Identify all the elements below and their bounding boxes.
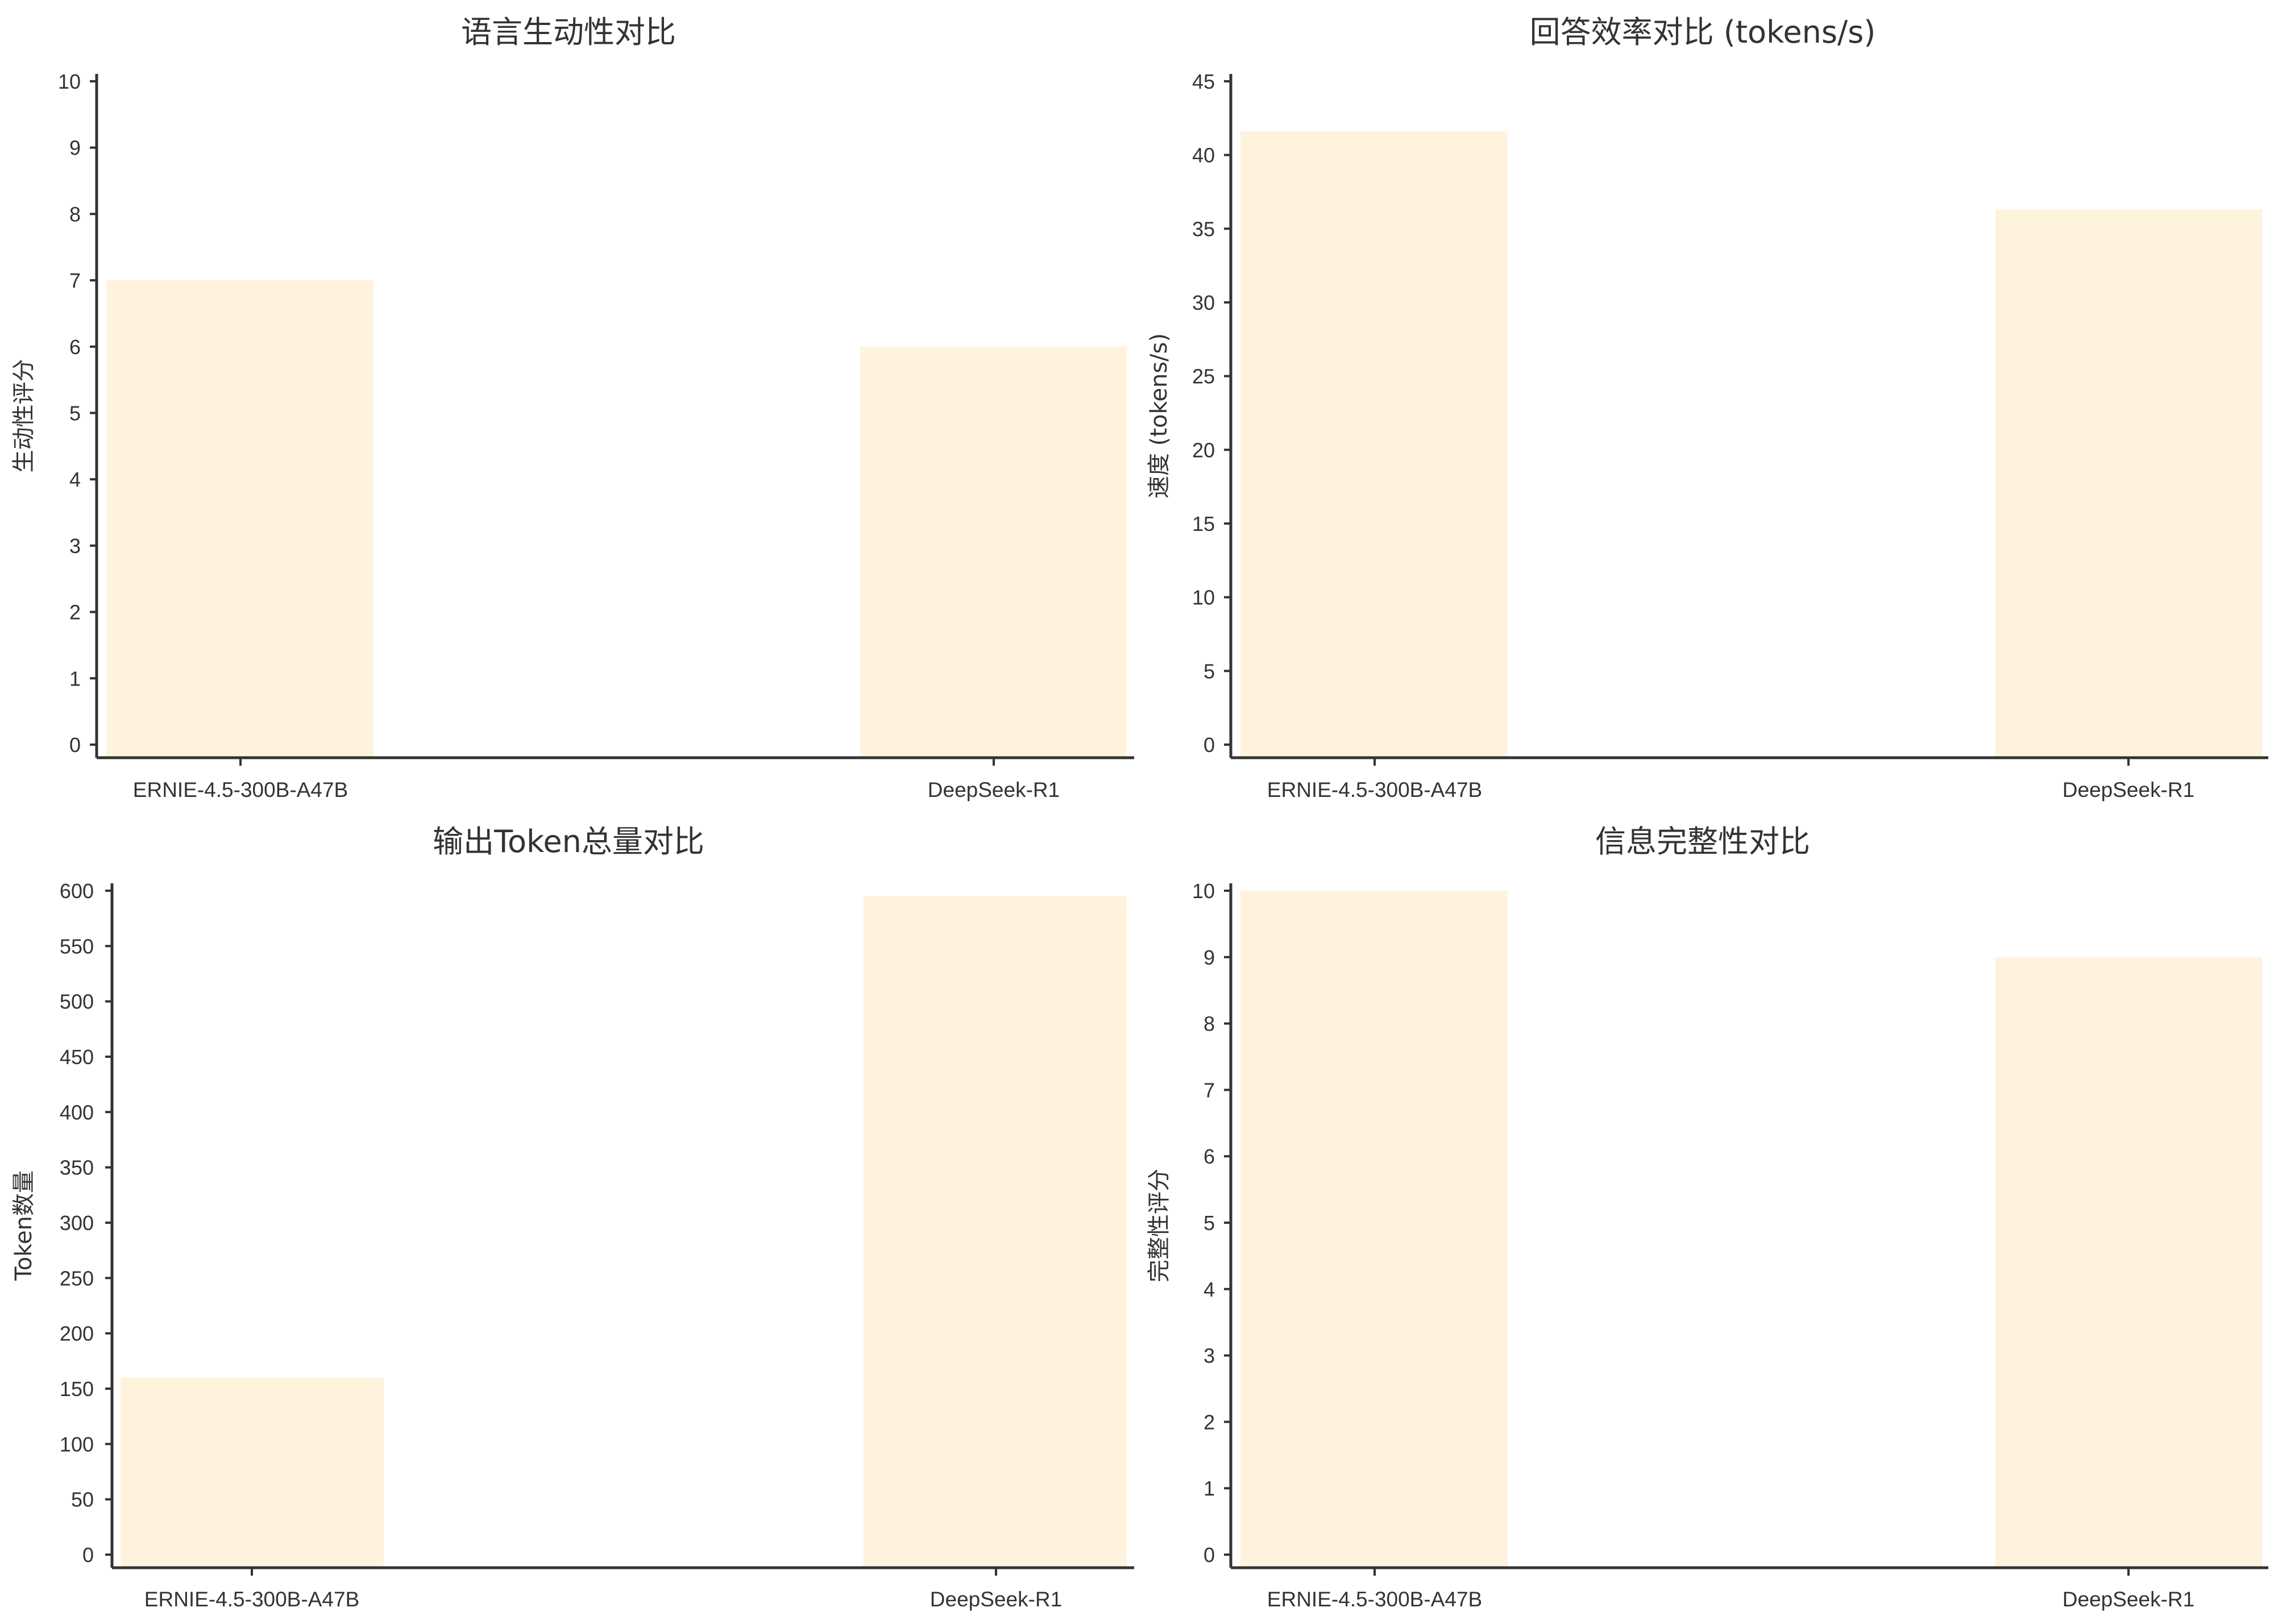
y-tick-label: 3: [1204, 1344, 1215, 1368]
y-tick-label: 5: [1204, 1211, 1215, 1235]
chart-panel-3: 输出Token总量对比 0 50 100 150 200 250 300 350 400 450 50…: [11, 824, 1134, 1611]
y-tick-label: 10: [1192, 586, 1215, 609]
y-tick-label: 35: [1192, 217, 1215, 240]
chart-title: 信息完整性对比: [1595, 824, 1810, 859]
y-tick-label: 8: [1204, 1012, 1215, 1036]
chart-panel-4: 信息完整性对比 0 1 2 3 4 5 6 7 8 9 10 ERNIE-4.5-300B-A47B De…: [1146, 824, 2268, 1611]
y-tick-label: 50: [71, 1488, 94, 1511]
chart-panel-1: 语言生动性对比 0 1 2 3 4 5 6 7 8 9 10 ERNIE-4.5-300B-A47B De…: [11, 14, 1134, 801]
y-tick-label: 40: [1192, 144, 1215, 167]
y-tick-label: 0: [1204, 733, 1215, 757]
y-tick-label: 3: [69, 534, 81, 558]
y-tick-label: 2: [1204, 1410, 1215, 1434]
y-tick-label: 1: [1204, 1477, 1215, 1500]
y-tick-label: 20: [1192, 438, 1215, 462]
y-tick-label: 100: [60, 1432, 94, 1456]
y-axis-label: 生动性评分: [11, 359, 37, 473]
y-tick-label: 600: [60, 879, 94, 903]
y-tick-label: 0: [69, 733, 81, 757]
x-tick-label: ERNIE-4.5-300B-A47B: [144, 1588, 359, 1611]
y-tick-label: 7: [1204, 1078, 1215, 1102]
bar-1: [121, 1377, 384, 1568]
y-axis-label: Token数量: [11, 1170, 37, 1281]
y-tick-label: 6: [1204, 1145, 1215, 1168]
bar-2: [864, 896, 1127, 1568]
bar-1: [1240, 891, 1508, 1568]
y-tick-label: 10: [58, 70, 81, 93]
chart-title: 输出Token总量对比: [433, 824, 704, 859]
x-tick-label: ERNIE-4.5-300B-A47B: [133, 778, 348, 801]
x-tick-label: DeepSeek-R1: [2063, 1588, 2194, 1611]
y-tick-label: 300: [60, 1211, 94, 1235]
y-tick-label: 250: [60, 1266, 94, 1290]
x-tick-label: ERNIE-4.5-300B-A47B: [1267, 778, 1482, 801]
x-tick-label: ERNIE-4.5-300B-A47B: [1267, 1588, 1482, 1611]
y-tick-label: 4: [1204, 1278, 1215, 1301]
x-tick-label: DeepSeek-R1: [930, 1588, 1062, 1611]
bar-1: [1240, 131, 1508, 758]
y-tick-label: 2: [69, 601, 81, 624]
y-tick-label: 9: [69, 136, 81, 160]
y-tick-label: 10: [1192, 879, 1215, 903]
bar-1: [106, 280, 374, 758]
y-tick-label: 0: [82, 1543, 94, 1567]
y-tick-label: 350: [60, 1156, 94, 1179]
x-tick-label: DeepSeek-R1: [2063, 778, 2194, 801]
bar-2: [860, 346, 1127, 758]
chart-panel-2: 回答效率对比 (tokens/s) 0 5 10 15 20 25 30 35 40 45 ERNIE…: [1146, 14, 2268, 801]
chart-title: 回答效率对比 (tokens/s): [1530, 14, 1876, 50]
y-tick-label: 15: [1192, 512, 1215, 535]
y-axis-label: 速度 (tokens/s): [1146, 333, 1172, 499]
y-tick-label: 550: [60, 934, 94, 958]
y-tick-label: 30: [1192, 291, 1215, 314]
bar-2: [1995, 957, 2262, 1568]
y-tick-label: 4: [69, 468, 81, 491]
y-tick-label: 1: [69, 667, 81, 690]
y-tick-label: 500: [60, 990, 94, 1014]
chart-title: 语言生动性对比: [461, 14, 676, 50]
y-tick-label: 8: [69, 202, 81, 226]
y-tick-label: 25: [1192, 365, 1215, 388]
y-tick-label: 400: [60, 1100, 94, 1124]
y-tick-label: 7: [69, 269, 81, 292]
y-tick-label: 6: [69, 335, 81, 359]
y-tick-label: 0: [1204, 1543, 1215, 1567]
bar-2: [1995, 209, 2262, 758]
y-tick-label: 5: [1204, 659, 1215, 683]
y-tick-label: 200: [60, 1322, 94, 1345]
y-axis-label: 完整性评分: [1146, 1169, 1172, 1282]
y-tick-label: 450: [60, 1045, 94, 1069]
y-tick-label: 5: [69, 402, 81, 425]
y-tick-label: 150: [60, 1377, 94, 1401]
y-tick-label: 9: [1204, 946, 1215, 969]
y-tick-label: 45: [1192, 70, 1215, 93]
x-tick-label: DeepSeek-R1: [928, 778, 1060, 801]
